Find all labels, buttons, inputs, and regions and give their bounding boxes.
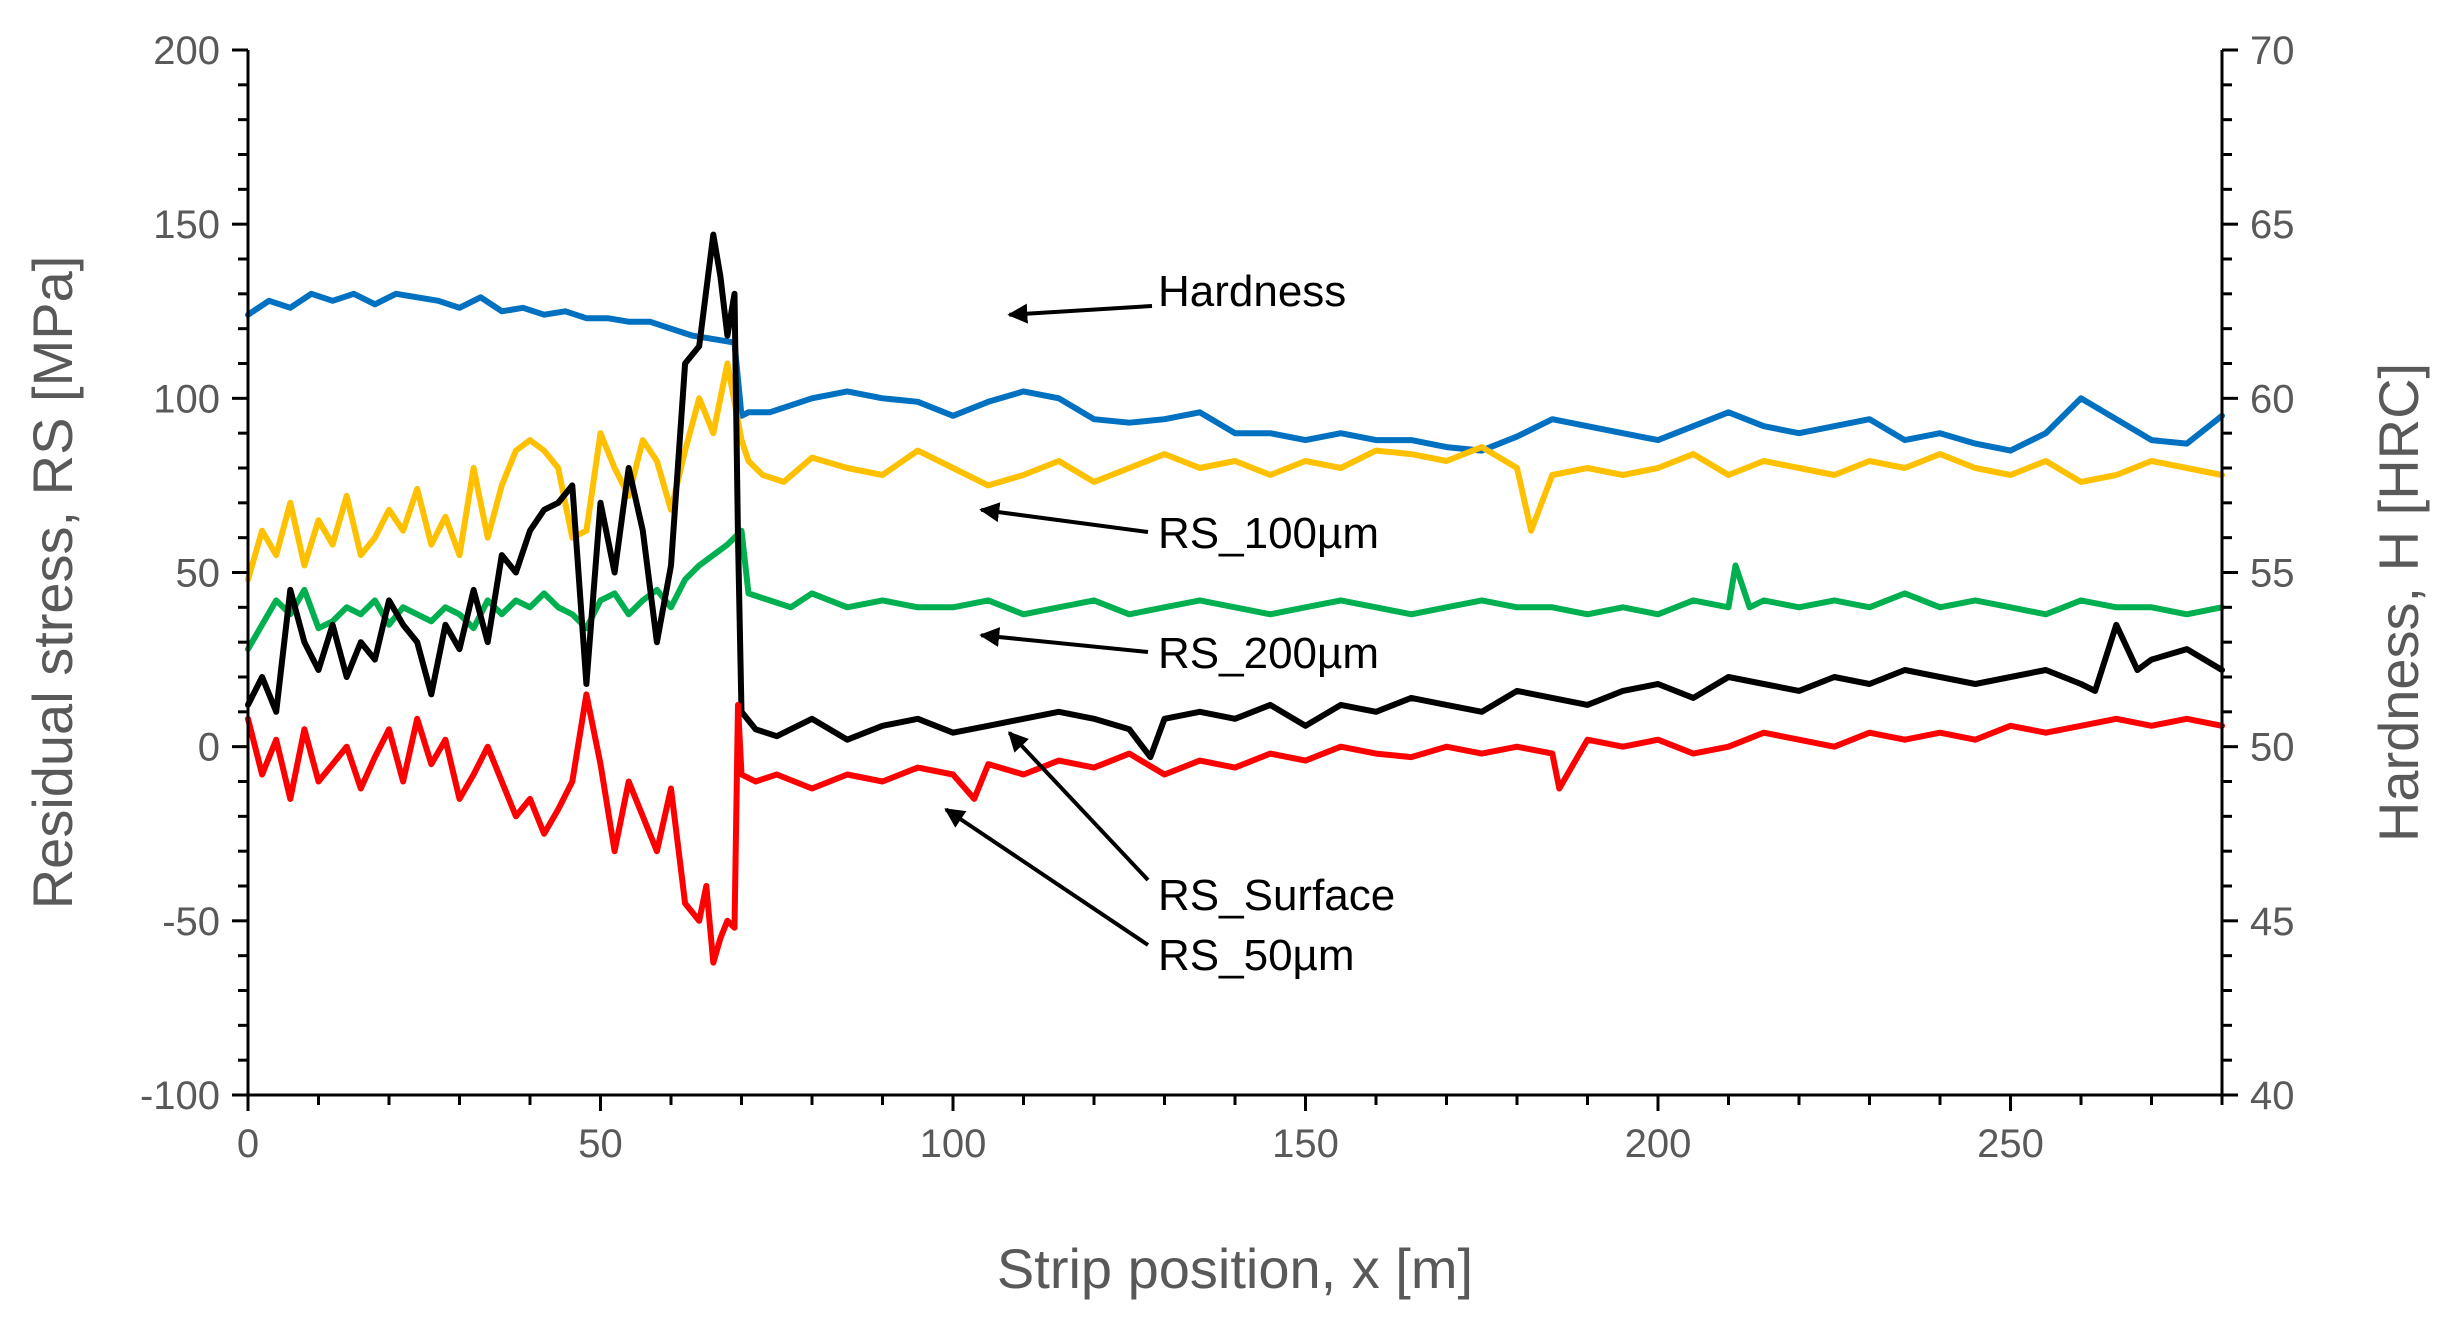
y2-tick-label: 70 [2250, 29, 2295, 73]
annotation-label-rs-200-m: RS_200µm [1158, 629, 1379, 678]
y-tick-label: -100 [140, 1074, 220, 1118]
x-tick-label: 0 [237, 1122, 259, 1166]
x-tick-label: 250 [1977, 1122, 2044, 1166]
series-line-rs-50-m [245, 691, 2225, 966]
y2-tick-label: 65 [2250, 203, 2295, 247]
y-tick-label: -50 [162, 900, 220, 944]
annotation-label-rs-50-m: RS_50µm [1158, 931, 1355, 980]
annotation-label-rs-100-m: RS_100µm [1158, 509, 1379, 558]
series-group [245, 231, 2225, 966]
annotation-label-rs-surface: RS_Surface [1158, 871, 1395, 920]
y-tick-label: 100 [153, 377, 220, 421]
y-tick-label: 0 [198, 726, 220, 770]
x-tick-label: 150 [1272, 1122, 1339, 1166]
x-tick-label: 50 [578, 1122, 623, 1166]
annotation-arrow-hardness [1007, 303, 1153, 324]
annotation-arrow-rs-200-m [979, 627, 1149, 654]
y-tick-label: 150 [153, 203, 220, 247]
y-axis-title: Residual stress, RS [MPa] [21, 256, 84, 910]
y2-tick-label: 40 [2250, 1074, 2295, 1118]
tick-labels-group: -100 -50 0 50 100 150 200 40 45 50 55 60 65 70 0 50 100 1… [140, 29, 2295, 1166]
series-line-hardness [245, 290, 2225, 454]
annotation-arrow-rs-surface [1007, 731, 1150, 882]
y2-axis-title: Hardness, H [HRC] [2367, 363, 2430, 842]
y2-tick-label: 55 [2250, 552, 2295, 596]
x-tick-label: 100 [920, 1122, 987, 1166]
annotations-group: Hardness RS_100µm RS_200µm RS_Surface RS_50µ… [944, 267, 1395, 980]
y-tick-label: 200 [153, 29, 220, 73]
annotation-label-hardness: Hardness [1158, 267, 1346, 316]
x-axis-title: Strip position, x [m] [997, 1237, 1473, 1300]
annotation-arrow-rs-50-m [944, 807, 1150, 947]
annotation-arrow-rs-100-m [979, 502, 1149, 534]
y2-tick-label: 60 [2250, 377, 2295, 421]
series-line-rs-200-m [245, 527, 2225, 653]
axis-titles-group: Strip position, x [m] Residual stress, R… [21, 256, 2430, 1300]
series-line-rs-100-m [245, 360, 2225, 583]
axes-group [232, 48, 2238, 1111]
x-tick-label: 200 [1625, 1122, 1692, 1166]
y2-tick-label: 45 [2250, 900, 2295, 944]
y2-tick-label: 50 [2250, 726, 2295, 770]
y-tick-label: 50 [176, 552, 221, 596]
series-line-rs-surface [245, 231, 2225, 761]
